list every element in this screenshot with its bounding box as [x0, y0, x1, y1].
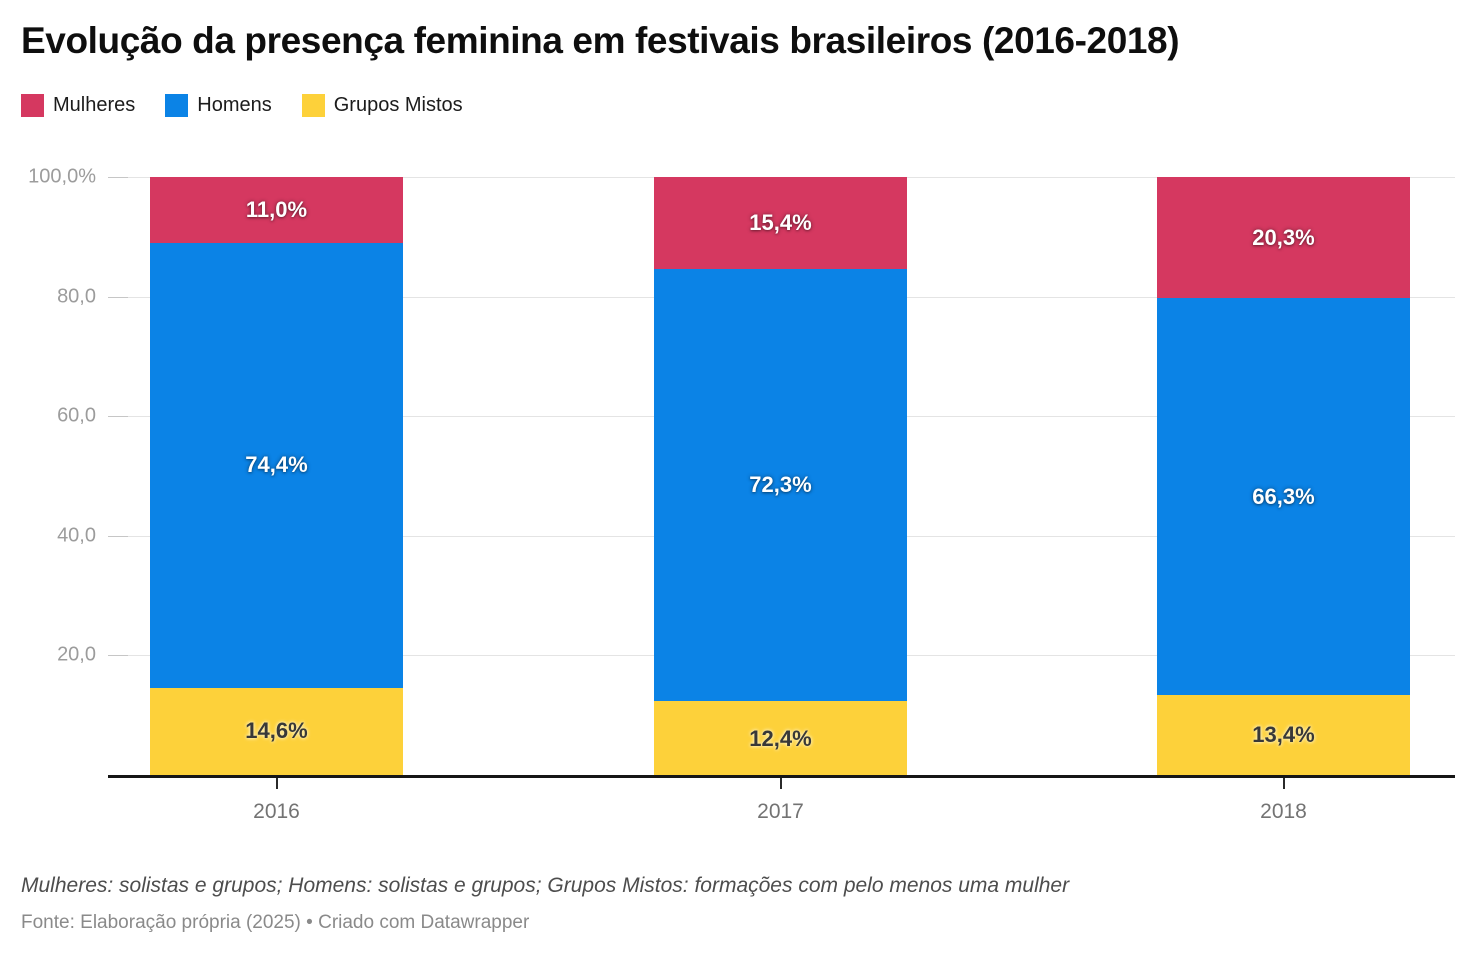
bar-value-label: 72,3%: [749, 472, 812, 498]
bar-value-label: 15,4%: [749, 210, 812, 236]
bar-value-label: 66,3%: [1252, 483, 1315, 509]
bar-segment-mulheres: 11,0%: [150, 177, 403, 243]
bar-value-label: 20,3%: [1252, 224, 1315, 250]
y-axis-tick: [108, 655, 128, 657]
x-axis-tick: [275, 778, 278, 789]
x-axis-line: [108, 775, 1455, 778]
bar-2018: 20,3% 66,3% 13,4%: [1157, 177, 1410, 775]
legend-item-grupos-mistos: Grupos Mistos: [301, 94, 463, 117]
legend-label: Mulheres: [53, 94, 136, 116]
bar-segment-homens: 74,4%: [150, 242, 403, 688]
x-axis-tick: [1282, 778, 1285, 789]
y-axis-label: 40,0: [57, 524, 96, 547]
legend-swatch-icon: [301, 94, 325, 117]
y-axis-label: 60,0: [57, 404, 96, 427]
bar-2017: 15,4% 72,3% 12,4%: [654, 177, 907, 776]
legend-label: Grupos Mistos: [333, 94, 463, 116]
bar-value-label: 12,4%: [749, 725, 812, 751]
bar-segment-homens: 72,3%: [654, 269, 907, 702]
chart-source: Fonte: Elaboração própria (2025) • Criad…: [21, 912, 530, 933]
y-axis-tick: [108, 177, 128, 178]
y-axis-tick: [108, 535, 128, 537]
x-axis-label: 2018: [1260, 800, 1307, 823]
chart-title: Evolução da presença feminina em festiva…: [21, 20, 1180, 61]
bar-segment-grupos-mistos: 13,4%: [1157, 694, 1410, 775]
legend-swatch-icon: [21, 94, 44, 117]
y-axis-label: 80,0: [57, 285, 96, 308]
y-axis-tick: [108, 296, 128, 298]
y-axis-label: 20,0: [57, 643, 96, 666]
bar-value-label: 74,4%: [245, 452, 308, 478]
y-axis-label: 100,0%: [28, 165, 96, 188]
x-axis-tick: [779, 778, 782, 789]
legend: Mulheres Homens Grupos Mistos: [21, 94, 463, 117]
x-axis-label: 2016: [253, 800, 300, 823]
bar-value-label: 13,4%: [1252, 721, 1315, 747]
bar-segment-homens: 66,3%: [1157, 298, 1410, 695]
legend-swatch-icon: [165, 94, 189, 117]
chart-notes: Mulheres: solistas e grupos; Homens: sol…: [21, 874, 1070, 897]
bar-value-label: 11,0%: [245, 196, 308, 222]
bar-segment-mulheres: 20,3%: [1157, 177, 1410, 299]
bar-segment-mulheres: 15,4%: [654, 177, 907, 270]
bar-segment-grupos-mistos: 14,6%: [150, 687, 403, 775]
legend-item-homens: Homens: [165, 94, 272, 117]
legend-label: Homens: [197, 94, 272, 116]
bar-2016: 11,0% 74,4% 14,6%: [150, 177, 403, 775]
x-axis-label: 2017: [757, 800, 804, 823]
bar-segment-grupos-mistos: 12,4%: [654, 701, 907, 776]
bar-value-label: 14,6%: [245, 718, 308, 744]
y-axis-tick: [108, 416, 128, 418]
legend-item-mulheres: Mulheres: [21, 94, 135, 117]
